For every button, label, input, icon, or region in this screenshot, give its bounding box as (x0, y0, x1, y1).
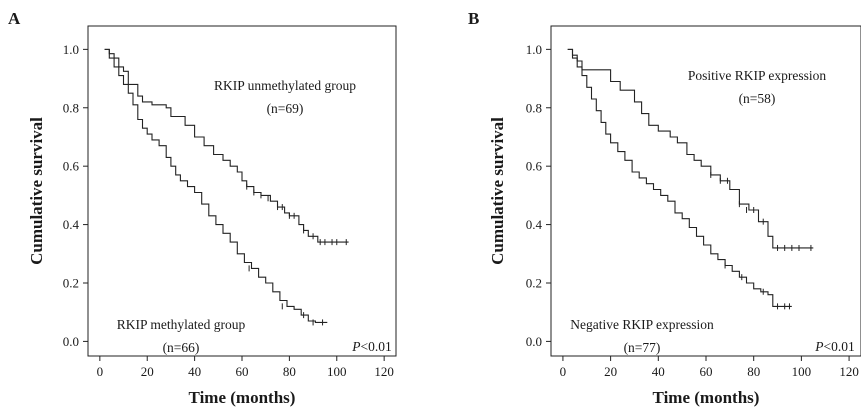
p-symbol: P (814, 339, 823, 354)
group-count-lower: (n=77) (624, 340, 661, 355)
group-label-upper: RKIP unmethylated group (214, 78, 356, 93)
y-tick-label: 0.6 (63, 159, 80, 174)
p-value-label: P<0.01 (814, 339, 855, 354)
x-tick-label: 40 (188, 364, 201, 379)
x-axis-title: Time (months) (189, 388, 296, 407)
p-value-label: P<0.01 (351, 339, 392, 354)
y-tick-label: 0.4 (526, 217, 543, 232)
x-tick-label: 80 (747, 364, 760, 379)
p-symbol: P (351, 339, 360, 354)
group-count-upper: (n=69) (267, 101, 304, 116)
group-count-lower: (n=66) (163, 340, 200, 355)
y-tick-label: 0.2 (526, 275, 542, 290)
group-label-lower: RKIP methylated group (117, 317, 246, 332)
x-tick-label: 20 (141, 364, 154, 379)
group-label-upper: Positive RKIP expression (688, 68, 826, 83)
p-threshold: <0.01 (361, 339, 392, 354)
x-tick-label: 60 (700, 364, 713, 379)
x-axis-title: Time (months) (653, 388, 760, 407)
y-tick-label: 0.0 (63, 334, 79, 349)
y-tick-label: 0.8 (526, 100, 542, 115)
panel-letter: B (468, 9, 479, 28)
survival-panel-b: B 0 20 40 60 80 100 120 0.0 0.2 0.4 0.6 0.8 1.0 Time (… (468, 9, 861, 407)
x-tick-label: 60 (236, 364, 249, 379)
p-threshold: <0.01 (824, 339, 855, 354)
x-tick-label: 40 (652, 364, 665, 379)
survival-curve-upper (567, 48, 814, 249)
y-tick-label: 1.0 (526, 42, 542, 57)
x-tick-label: 20 (604, 364, 617, 379)
plot-frame (87, 25, 397, 357)
y-axis-title: Cumulative survival (488, 117, 507, 265)
y-tick-label: 0.0 (526, 334, 542, 349)
survival-curve-lower (104, 48, 328, 323)
panel-letter: A (8, 9, 21, 28)
y-axis-title: Cumulative survival (27, 117, 46, 265)
x-tick-label: 120 (839, 364, 859, 379)
x-tick-label: 0 (97, 364, 104, 379)
x-tick-label: 100 (792, 364, 812, 379)
y-tick-label: 0.4 (63, 217, 80, 232)
x-tick-label: 80 (283, 364, 296, 379)
y-tick-label: 0.6 (526, 159, 543, 174)
y-tick-label: 0.2 (63, 275, 79, 290)
x-tick-label: 120 (374, 364, 394, 379)
y-tick-label: 0.8 (63, 100, 79, 115)
group-count-upper: (n=58) (739, 91, 776, 106)
group-label-lower: Negative RKIP expression (570, 317, 714, 332)
y-tick-label: 1.0 (63, 42, 79, 57)
x-tick-label: 100 (327, 364, 347, 379)
survival-panel-a: A 0 20 40 60 80 100 120 0.0 0.2 0.4 0.6 0.8 1.0 Time (… (8, 9, 397, 407)
x-tick-label: 0 (560, 364, 567, 379)
survival-curve-lower (567, 48, 792, 307)
